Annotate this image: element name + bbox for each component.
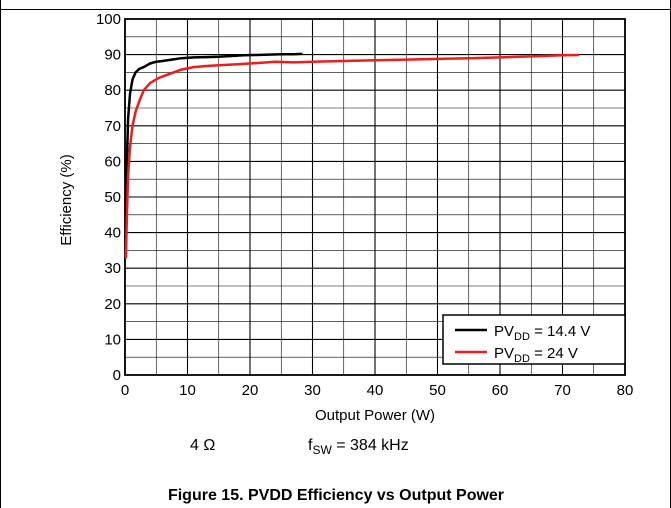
- tick-labels: 0 10 20 30 40 50 60 70 80 0 10 20 30 40 50 60 70 80 90 100: [96, 11, 633, 399]
- y-tick-label: 10: [104, 331, 121, 348]
- series-line-0: [124, 52, 303, 249]
- x-tick-label: 40: [367, 382, 384, 399]
- series-line-1: [124, 53, 580, 259]
- y-axis-title: Efficiency (%): [58, 154, 75, 245]
- y-tick-label: 50: [104, 189, 121, 206]
- x-tick-label: 60: [492, 382, 509, 399]
- legend: PVDD = 14.4 V PVDD = 24 V: [442, 314, 626, 365]
- y-tick-label: 30: [104, 260, 121, 277]
- switching-frequency: fSW = 384 kHz: [308, 437, 409, 457]
- x-axis-title: Output Power (W): [315, 407, 435, 424]
- load-condition: 4 Ω: [190, 437, 215, 454]
- y-tick-label: 100: [96, 11, 121, 28]
- plot-border: [124, 18, 626, 376]
- y-tick-label: 90: [104, 47, 121, 64]
- y-tick-label: 40: [104, 225, 121, 242]
- x-tick-label: 30: [304, 382, 321, 399]
- figure-caption: Figure 15. PVDD Efficiency vs Output Pow…: [168, 487, 504, 504]
- y-tick-label: 20: [104, 296, 121, 313]
- legend-label-14v4: PVDD = 14.4 V: [494, 323, 590, 343]
- x-tick-label: 10: [179, 382, 196, 399]
- x-tick-label: 50: [429, 382, 446, 399]
- x-tick-label: 20: [242, 382, 259, 399]
- legend-label-24v: PVDD = 24 V: [494, 345, 578, 365]
- y-tick-label: 60: [104, 153, 121, 170]
- x-tick-label: 0: [121, 382, 129, 399]
- x-tick-label: 70: [554, 382, 571, 399]
- y-tick-label: 0: [113, 367, 121, 384]
- x-tick-label: 80: [617, 382, 634, 399]
- y-tick-label: 80: [104, 82, 121, 99]
- legend-box: [442, 314, 626, 365]
- y-tick-label: 70: [104, 118, 121, 135]
- series-lines: [124, 52, 580, 259]
